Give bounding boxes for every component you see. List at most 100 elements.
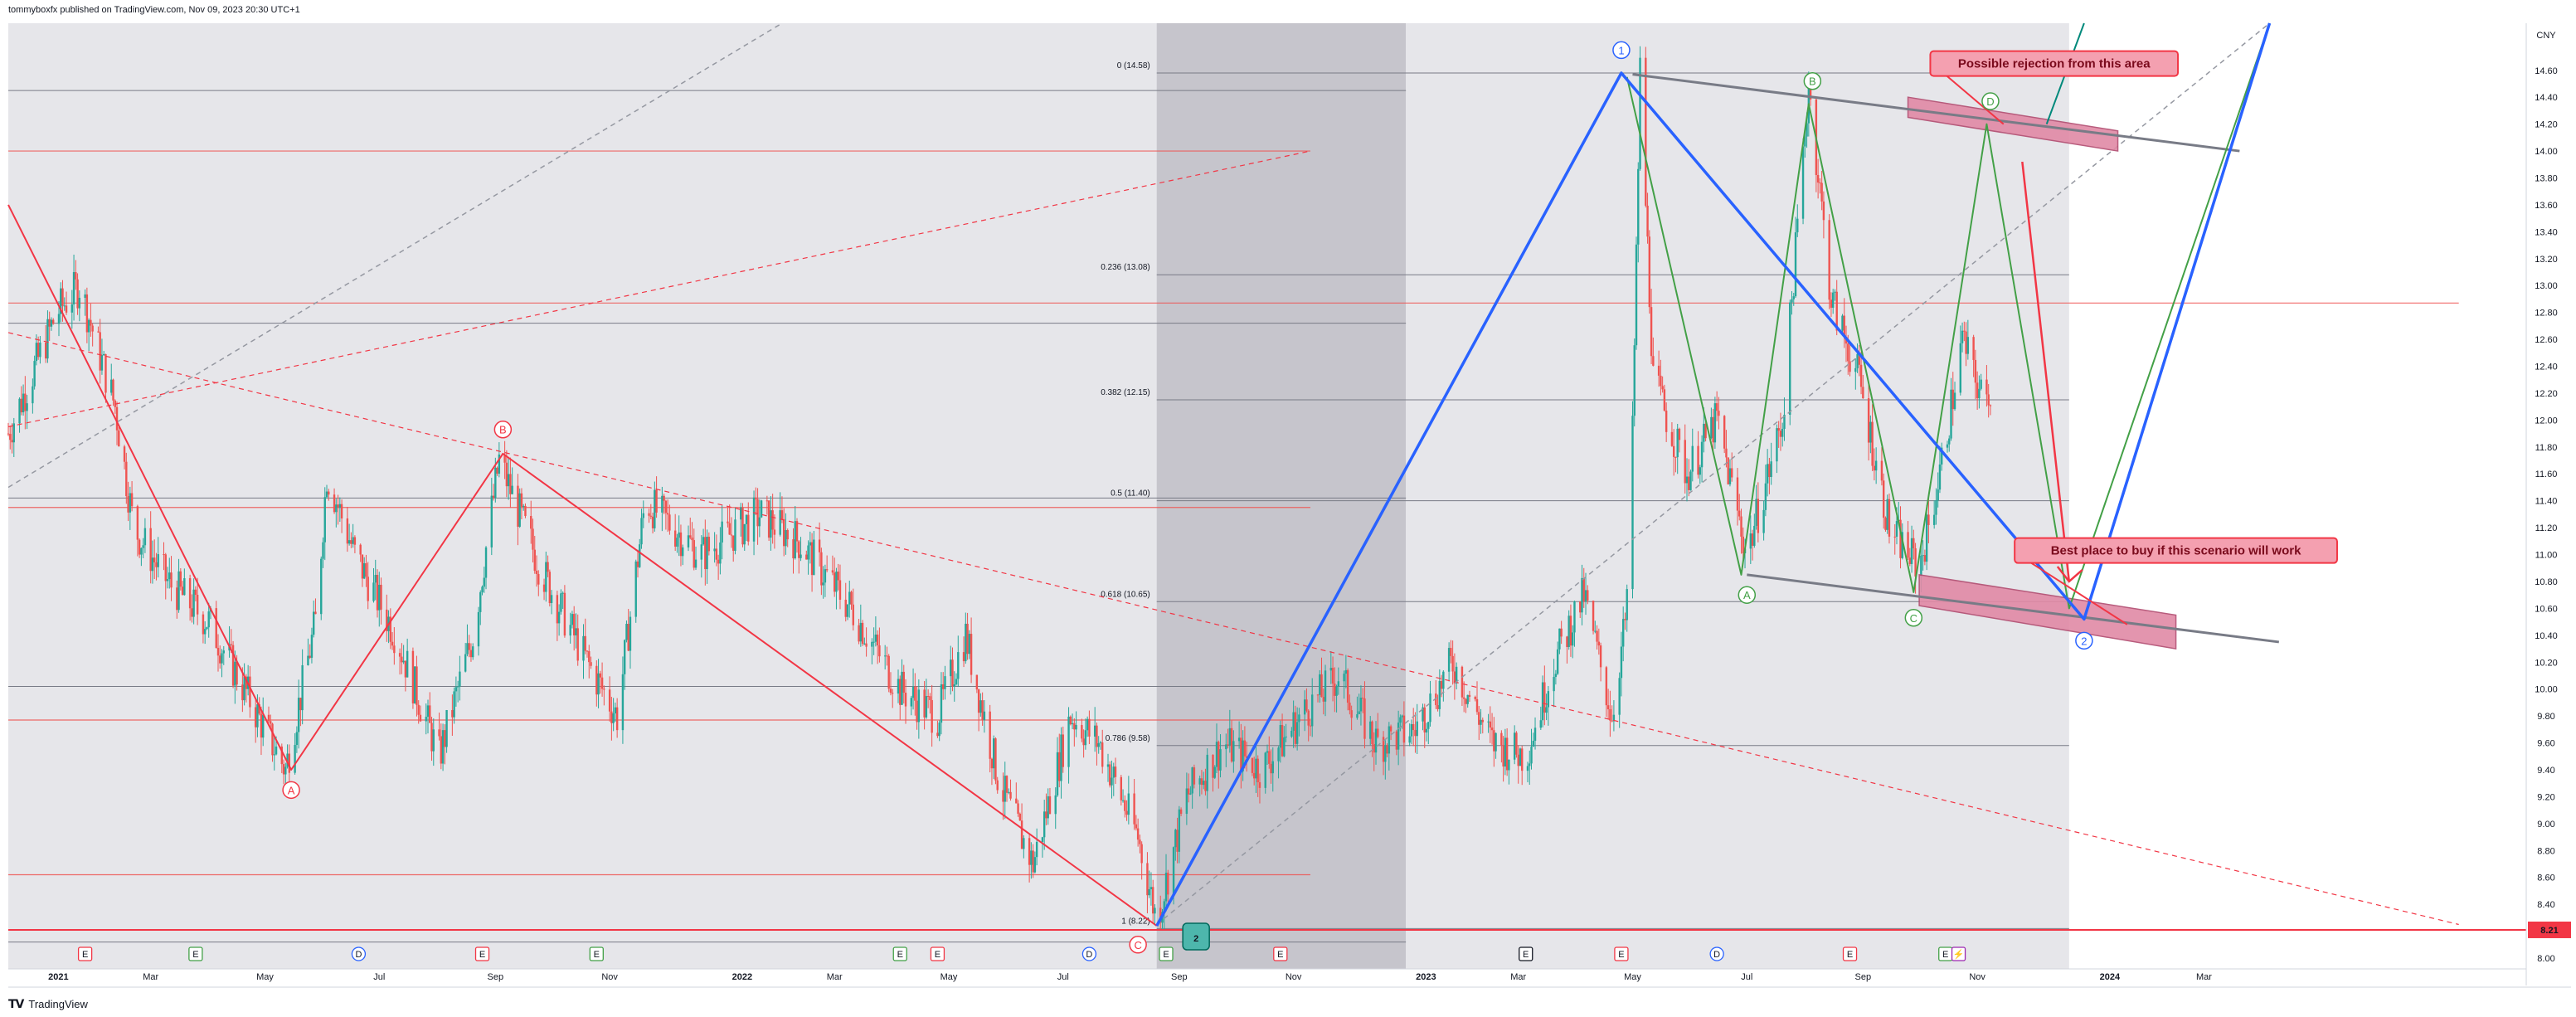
time-tick: 2022	[732, 972, 752, 982]
candle-body	[231, 645, 235, 686]
candle-body	[1974, 359, 1977, 383]
wave-label-circle	[1612, 41, 1631, 60]
time-tick: 2024	[2100, 972, 2121, 982]
candle-body	[1307, 710, 1310, 726]
candle-body	[766, 500, 769, 502]
candle-body	[97, 331, 100, 333]
candle-body	[547, 562, 549, 572]
candle-body	[63, 305, 66, 307]
candle-body	[651, 516, 654, 528]
candle-body	[151, 557, 154, 572]
candle-body	[844, 599, 847, 617]
candle-body	[260, 713, 263, 738]
candle-body	[1660, 375, 1662, 387]
candle-body	[1344, 669, 1348, 674]
candle-body	[118, 430, 120, 447]
candle-body	[153, 557, 156, 562]
candle-body	[1676, 428, 1679, 458]
candle-body	[1213, 766, 1216, 778]
candle-body	[522, 505, 525, 507]
candle-body	[1204, 781, 1207, 791]
wave-label: 2	[2081, 635, 2087, 647]
candle-body	[1303, 699, 1306, 715]
candle-body	[1740, 516, 1742, 537]
candle-body	[271, 723, 274, 756]
fib-label: 0.382 (12.15)	[1101, 388, 1150, 397]
candle-body	[721, 521, 723, 543]
candle-body	[848, 591, 851, 605]
candle-body	[1109, 764, 1111, 786]
candle-body	[1749, 533, 1752, 549]
candle-body	[902, 671, 905, 693]
time-tick: Nov	[1286, 972, 1302, 982]
candle-body	[492, 495, 495, 499]
candle-body	[586, 650, 589, 652]
candle-body	[1935, 500, 1937, 515]
candle-body	[1377, 728, 1379, 737]
projection-arrow-head	[2056, 566, 2083, 583]
candle-body	[676, 538, 678, 547]
candle-body	[170, 572, 173, 588]
candle-body	[636, 561, 639, 567]
candle-body	[1893, 536, 1896, 538]
candle-body	[1871, 421, 1874, 466]
candle-body	[818, 539, 821, 552]
candle-body	[1329, 668, 1333, 671]
candle-body	[1395, 731, 1398, 750]
candle-body	[1609, 709, 1611, 721]
candle-body	[72, 272, 75, 304]
candle-body	[1703, 423, 1705, 442]
candle-body	[389, 616, 392, 642]
candle-body	[878, 645, 881, 657]
candle-body	[398, 653, 401, 657]
candle-body	[1770, 461, 1772, 478]
candle-body	[1369, 721, 1372, 739]
candle-body	[950, 659, 952, 677]
candle-body	[275, 746, 278, 755]
candle-body	[241, 684, 244, 701]
candle-body	[1768, 464, 1771, 478]
callout-label: Possible rejection from this area	[1958, 57, 2151, 71]
candle-body	[557, 611, 561, 624]
candle-body	[1796, 218, 1799, 233]
candle-body	[1436, 705, 1439, 709]
candle-body	[1822, 201, 1825, 221]
candle-body	[871, 641, 873, 647]
time-tick: Sep	[1855, 972, 1872, 982]
candle-body	[1517, 754, 1519, 766]
fib-label: 0 (14.58)	[1117, 61, 1150, 71]
candle-body	[325, 491, 328, 498]
candle-body	[634, 561, 637, 617]
candle-body	[1350, 710, 1353, 718]
wave-label: D	[1986, 95, 1994, 108]
candle-body	[745, 514, 748, 524]
candle-body	[1856, 353, 1859, 368]
candle-body	[1242, 740, 1244, 771]
axes: EEDEEEEDEEEEDEE⚡2CNY8.008.208.408.608.80…	[8, 23, 2571, 988]
candle-body	[1728, 468, 1732, 484]
candle-body	[1462, 697, 1465, 699]
candle-body	[313, 611, 315, 635]
time-tick: Jul	[1057, 972, 1069, 982]
dashed-channel-grey	[1156, 22, 2270, 926]
candle-body	[599, 673, 602, 678]
candle-body	[1111, 777, 1113, 786]
event-marker: E	[1942, 950, 1948, 960]
price-tick: 14.20	[2535, 120, 2558, 130]
candle-body	[361, 554, 364, 579]
candle-body	[1923, 555, 1927, 562]
callout-box	[1929, 50, 2180, 77]
candle-body	[125, 461, 128, 497]
candle-body	[824, 569, 827, 583]
candle-body	[230, 644, 233, 645]
candle-body	[575, 628, 577, 635]
candle-body	[1228, 727, 1232, 746]
candle-body	[1487, 721, 1490, 723]
event-marker-circle	[1709, 946, 1724, 961]
candle-body	[1435, 693, 1437, 706]
candle-body	[1455, 666, 1458, 684]
wave-label: A	[288, 784, 295, 796]
candle-body	[46, 319, 49, 359]
candle-body	[481, 586, 484, 592]
